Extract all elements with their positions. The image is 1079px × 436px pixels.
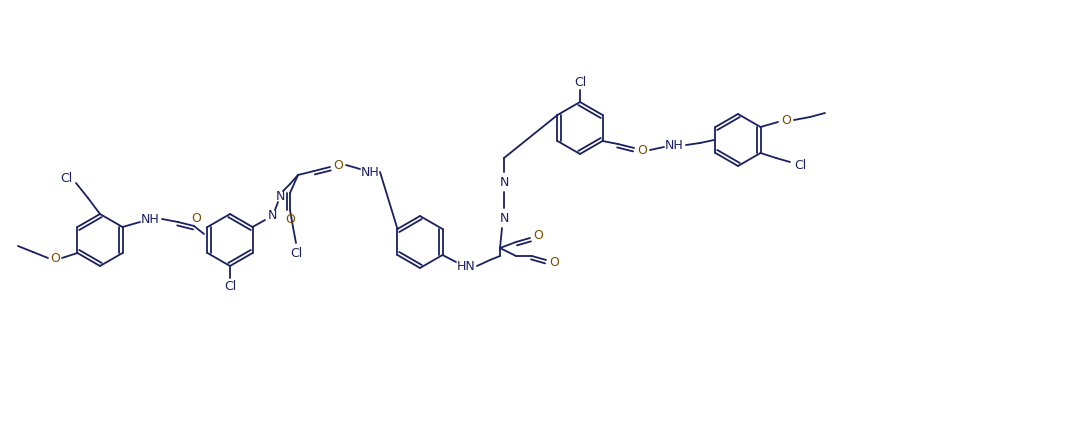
Text: O: O	[781, 113, 791, 126]
Text: O: O	[285, 212, 295, 225]
Text: O: O	[533, 228, 543, 242]
Text: NH: NH	[140, 212, 160, 225]
Text: Cl: Cl	[59, 171, 72, 184]
Text: Cl: Cl	[290, 246, 302, 259]
Text: HN: HN	[456, 259, 476, 272]
Text: N: N	[500, 211, 508, 225]
Text: Cl: Cl	[794, 159, 806, 171]
Text: O: O	[191, 211, 201, 225]
Text: O: O	[549, 255, 559, 269]
Text: NH: NH	[665, 139, 683, 151]
Text: O: O	[333, 159, 343, 171]
Text: NH: NH	[360, 166, 380, 178]
Text: Cl: Cl	[223, 279, 236, 293]
Text: Cl: Cl	[574, 75, 586, 89]
Text: N: N	[500, 176, 508, 188]
Text: N: N	[275, 190, 285, 202]
Text: N: N	[268, 208, 276, 221]
Text: O: O	[50, 252, 60, 265]
Text: O: O	[637, 143, 647, 157]
